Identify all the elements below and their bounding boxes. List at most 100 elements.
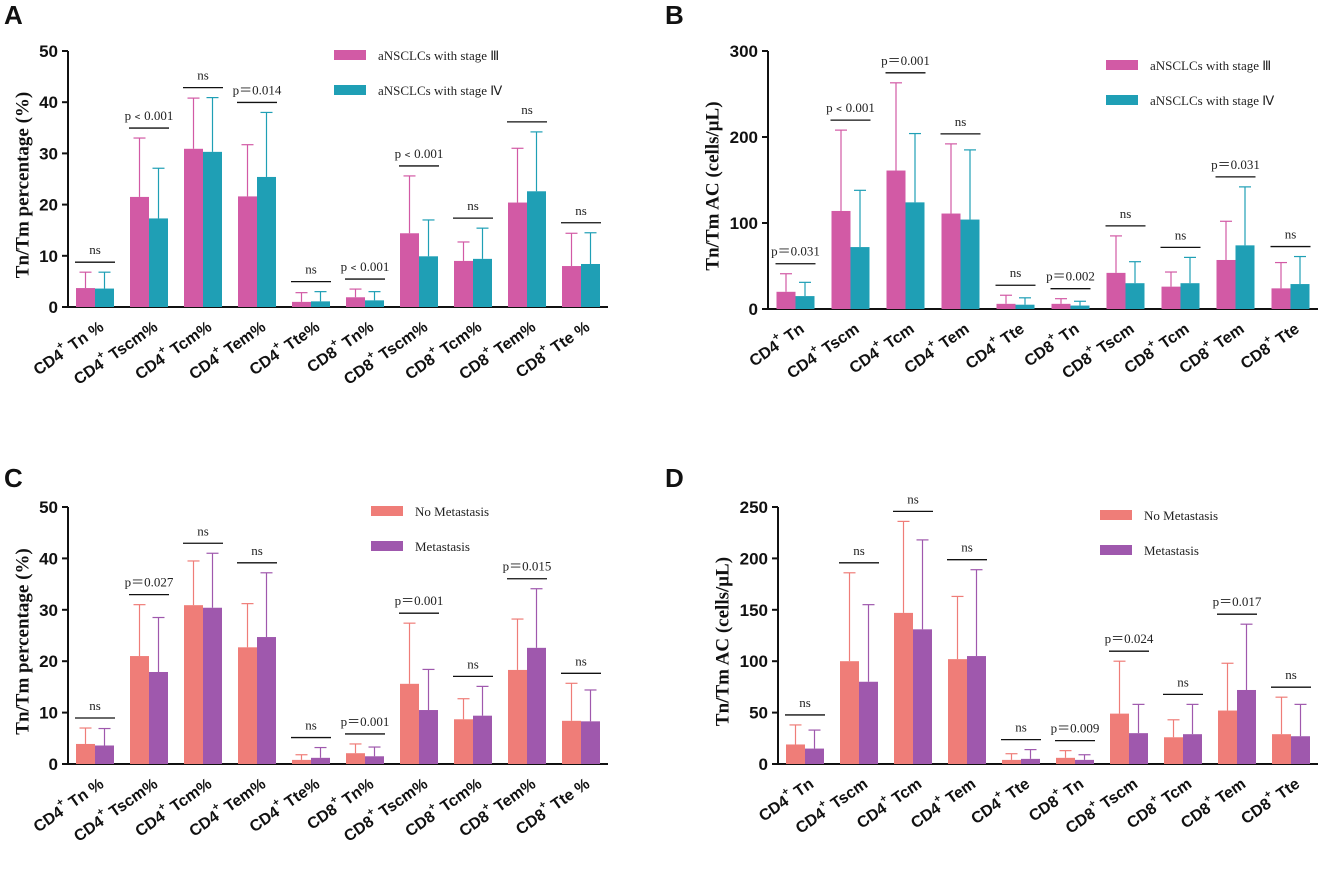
legend-swatch (334, 50, 366, 60)
bar-series1 (776, 291, 796, 309)
bar-series1 (130, 656, 149, 764)
x-tick-label-rest: Tn (1058, 776, 1087, 804)
bar-series2 (1291, 736, 1310, 764)
bar-series1 (1272, 734, 1291, 764)
significance-label: p＝0.031 (1211, 157, 1260, 172)
x-tick-label-rest: Tn% (336, 319, 377, 355)
significance-label: p＝0.001 (881, 53, 930, 68)
bar-series2 (850, 247, 870, 309)
bar-series1 (76, 743, 95, 764)
significance-label: ns (907, 491, 919, 506)
bar-series2 (913, 629, 932, 764)
legend: No Metastasis Metastasis (371, 504, 489, 554)
bar-series2 (1237, 689, 1256, 764)
panel-letter: C (4, 463, 23, 493)
significance-label: ns (521, 102, 533, 117)
y-tick-label: 40 (39, 549, 58, 568)
x-tick-label-rest: Tcm (886, 776, 925, 811)
bar-series1 (130, 196, 149, 307)
legend-swatch (334, 85, 366, 95)
bar-series1 (1271, 288, 1291, 309)
significance-label: ns (1175, 227, 1187, 242)
bar-series2 (1021, 758, 1040, 764)
bar-series2 (1129, 733, 1148, 764)
bar-series1 (400, 683, 419, 764)
bar-series2 (473, 258, 492, 307)
y-tick-label: 200 (740, 549, 768, 568)
bar-series2 (795, 296, 815, 309)
bar-series2 (1125, 283, 1145, 309)
x-tick-label: CD4+ Tte (960, 317, 1028, 374)
y-tick-label: 50 (39, 42, 58, 61)
significance-label: ns (251, 543, 263, 558)
x-tick-label-rest: Tcm (878, 321, 917, 356)
panel-letter: B (665, 0, 684, 30)
x-tick-label-rest: Tn (778, 321, 807, 349)
legend-label: Metastasis (415, 539, 470, 554)
bar-series2 (805, 748, 824, 764)
significance-label: p＝0.027 (125, 575, 174, 590)
bar-series2 (149, 218, 168, 307)
bar-series1 (76, 288, 95, 307)
bar-series1 (1051, 303, 1071, 309)
y-axis-title: Tn/Tm AC (cells/μL) (712, 557, 733, 726)
y-tick-label: 150 (740, 601, 768, 620)
significance-label: p﹤0.001 (341, 259, 390, 274)
bar-series1 (400, 233, 419, 307)
bar-series1 (562, 266, 581, 307)
x-tick-label-rest: Tem (1208, 321, 1247, 356)
x-tick-label-rest: Tem (933, 321, 972, 356)
bar-series2 (311, 757, 330, 764)
significance-label: p＝0.031 (771, 244, 820, 259)
significance-label: p＝0.009 (1051, 721, 1100, 736)
bar-series1 (1002, 759, 1021, 764)
x-tick-label-rest: Tcm (1153, 321, 1192, 356)
bar-series2 (527, 191, 546, 307)
bar-series2 (967, 656, 986, 764)
chart-panel-b: B Tn/Tm AC (cells/μL) 0 100 200 300 p＝0.031 CD4… (665, 0, 1318, 383)
significance-label: ns (197, 523, 209, 538)
legend-label: aNSCLCs with stage Ⅳ (378, 83, 502, 98)
bar-series2 (311, 301, 330, 307)
x-tick-label-rest: Tem (940, 776, 979, 811)
bar-series1 (894, 612, 913, 764)
x-tick-label-rest: Tte% (279, 776, 324, 814)
x-tick-label: CD8+ Tte (1235, 317, 1303, 374)
legend-swatch (1100, 545, 1132, 555)
significance-label: ns (197, 68, 209, 83)
y-tick-label: 50 (749, 704, 768, 723)
significance-label: ns (305, 718, 317, 733)
legend-swatch (1106, 95, 1138, 105)
bar-series1 (292, 301, 311, 307)
significance-label: p＝0.001 (341, 714, 390, 729)
bar-series2 (257, 176, 276, 307)
significance-label: p＝0.002 (1046, 269, 1095, 284)
bar-series1 (454, 260, 473, 307)
bar-series1 (1161, 286, 1181, 309)
legend-swatch (1100, 510, 1132, 520)
significance-label: ns (955, 114, 967, 129)
bar-series1 (238, 647, 257, 764)
bar-series2 (257, 637, 276, 764)
y-tick-label: 30 (39, 601, 58, 620)
bar-series2 (1290, 284, 1310, 309)
bar-series2 (1015, 304, 1035, 309)
x-tick-label-rest: Tte (1000, 776, 1033, 806)
y-tick-label: 100 (740, 652, 768, 671)
y-tick-label: 0 (759, 755, 768, 774)
bar-series1 (886, 170, 906, 309)
chart-panel-d: D Tn/Tm AC (cells/μL) 0 50 100 150 200 250 ns CD4… (665, 463, 1318, 838)
y-tick-label: 30 (39, 144, 58, 163)
bar-series1 (948, 659, 967, 764)
significance-label: ns (961, 540, 973, 555)
significance-label: ns (1015, 720, 1027, 735)
bar-series1 (1216, 259, 1236, 309)
y-tick-label: 0 (749, 300, 758, 319)
bar-series1 (292, 759, 311, 764)
bar-series1 (346, 753, 365, 764)
legend: No Metastasis Metastasis (1100, 508, 1218, 558)
bar-series1 (508, 202, 527, 307)
bar-series1 (996, 303, 1016, 309)
